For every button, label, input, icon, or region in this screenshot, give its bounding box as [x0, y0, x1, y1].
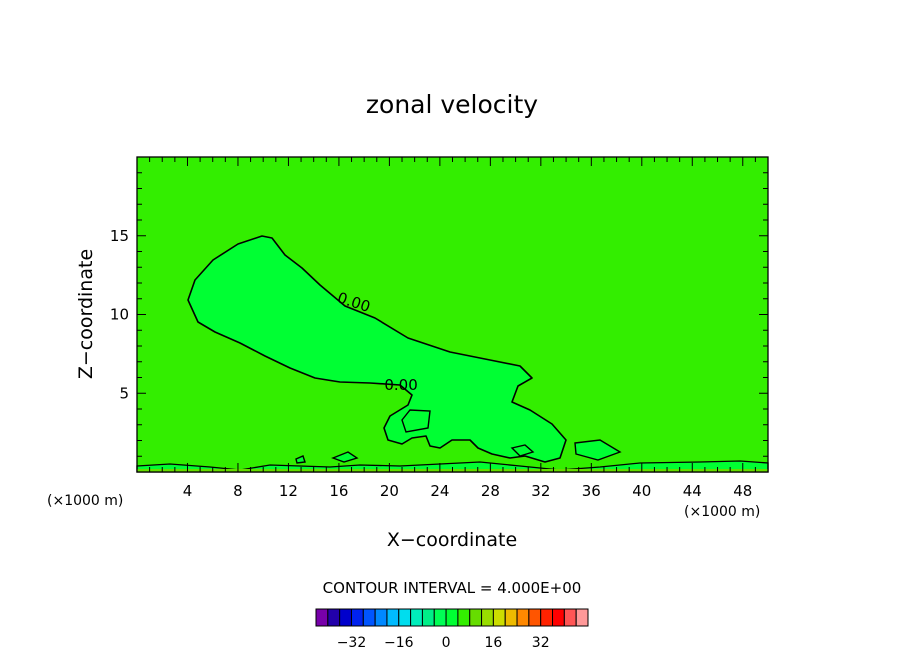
y-tick-label: 15 — [110, 227, 129, 245]
colorbar-tick-label: −16 — [384, 635, 414, 651]
colorbar-swatch — [386, 608, 400, 627]
contour-label: 0.00 — [384, 376, 417, 394]
x-tick-label: 48 — [733, 482, 752, 500]
colorbar-swatch — [528, 608, 542, 627]
colorbar-swatch — [575, 608, 589, 627]
contour-island-3 — [331, 451, 359, 463]
x-tick-label: 24 — [430, 482, 449, 500]
x-tick-label: 4 — [183, 482, 193, 500]
contour-island-2 — [574, 439, 622, 461]
x-unit-right: (×1000 m) — [684, 504, 760, 520]
x-axis-label: X−coordinate — [387, 529, 517, 551]
x-tick-label: 16 — [329, 482, 348, 500]
contour-region-main — [187, 235, 567, 463]
colorbar-swatch — [504, 608, 518, 627]
colorbar-swatch — [374, 608, 388, 627]
contour-interval-text: CONTOUR INTERVAL = 4.000E+00 — [323, 579, 582, 597]
x-tick-label: 36 — [582, 482, 601, 500]
y-tick-label: 10 — [110, 306, 129, 324]
x-unit-left: (×1000 m) — [47, 493, 123, 509]
x-tick-label: 12 — [279, 482, 298, 500]
y-axis-label: Z−coordinate — [75, 249, 97, 379]
x-tick-label: 8 — [233, 482, 243, 500]
colorbar-swatch — [362, 608, 376, 627]
colorbar-swatch — [552, 608, 565, 627]
colorbar-swatch — [540, 608, 554, 627]
contour-island-5 — [510, 444, 535, 457]
colorbar-swatch — [421, 608, 435, 627]
chart-title: zonal velocity — [366, 90, 538, 119]
x-tick-label: 28 — [481, 482, 500, 500]
contour-island-1 — [401, 409, 431, 433]
colorbar-swatch — [433, 608, 447, 627]
colorbar-tick-label: −32 — [337, 635, 367, 651]
colorbar-tick-label: 0 — [442, 635, 451, 651]
colorbar-swatch — [410, 608, 423, 627]
colorbar-swatch — [516, 608, 530, 627]
colorbar-tick-label: 16 — [484, 635, 502, 651]
colorbar-swatch — [398, 608, 412, 627]
x-tick-label: 20 — [380, 482, 399, 500]
colorbar-swatch — [469, 608, 483, 627]
colorbar-swatch — [481, 608, 494, 627]
x-tick-label: 44 — [683, 482, 702, 500]
colorbar-swatch — [492, 608, 506, 627]
colorbar-swatch — [327, 608, 341, 627]
colorbar: −32 −16 0 16 32 — [315, 608, 589, 651]
colorbar-tick-label: 32 — [532, 635, 550, 651]
colorbar-swatch — [563, 608, 577, 627]
colorbar-swatch — [339, 608, 352, 627]
x-tick-label: 32 — [531, 482, 550, 500]
colorbar-swatch — [445, 608, 459, 627]
contour-island-4 — [295, 455, 306, 464]
colorbar-swatch — [457, 608, 471, 627]
x-tick-label: 40 — [632, 482, 651, 500]
y-tick-label: 5 — [119, 384, 129, 402]
colorbar-swatch — [315, 608, 329, 627]
colorbar-swatch — [350, 608, 364, 627]
